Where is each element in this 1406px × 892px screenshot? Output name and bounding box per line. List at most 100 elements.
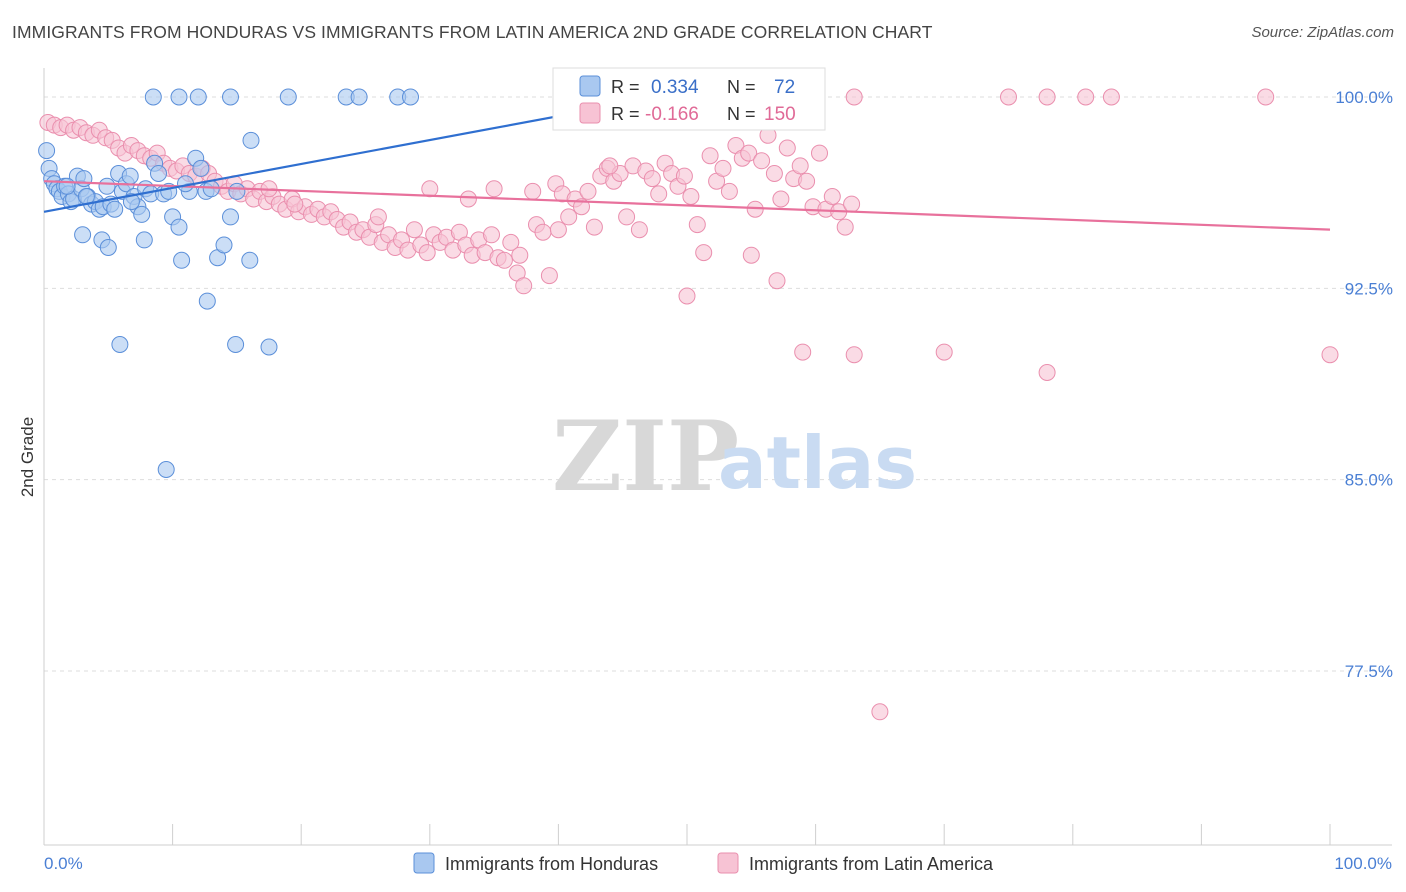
stats-n-label-blue: N = bbox=[727, 77, 756, 97]
latin-america-point-93 bbox=[643, 170, 661, 188]
chart-source: Source: ZipAtlas.com bbox=[1251, 24, 1394, 41]
latin-america-point-98 bbox=[675, 167, 693, 185]
latin-america-point-99 bbox=[682, 188, 700, 205]
honduras-point-28 bbox=[133, 205, 151, 223]
honduras-point-62 bbox=[279, 88, 297, 106]
latin-america-point-57 bbox=[405, 221, 423, 239]
honduras-point-64 bbox=[350, 88, 368, 106]
latin-america-point-145 bbox=[845, 88, 863, 106]
honduras-point-45 bbox=[228, 182, 246, 200]
latin-america-point-102 bbox=[701, 147, 719, 165]
latin-america-point-139 bbox=[845, 346, 863, 364]
honduras-point-53 bbox=[198, 292, 216, 310]
honduras-point-39 bbox=[192, 159, 210, 177]
honduras-point-51 bbox=[135, 231, 153, 249]
latin-america-point-124 bbox=[843, 195, 861, 213]
honduras-point-43 bbox=[215, 236, 233, 254]
chart-title: IMMIGRANTS FROM HONDURAS VS IMMIGRANTS F… bbox=[12, 22, 933, 42]
latin-america-point-91 bbox=[630, 221, 648, 239]
latin-america-point-143 bbox=[871, 703, 889, 721]
latin-america-point-127 bbox=[421, 180, 439, 198]
latin-america-point-133 bbox=[549, 221, 567, 239]
y-tick-label-1: 92.5% bbox=[1345, 279, 1393, 298]
watermark-zip: ZIP bbox=[552, 400, 739, 513]
latin-america-point-123 bbox=[836, 218, 854, 236]
latin-america-point-101 bbox=[695, 244, 713, 262]
latin-america-point-130 bbox=[369, 208, 387, 226]
latin-america-point-72 bbox=[502, 233, 520, 251]
stats-r-value-blue: 0.334 bbox=[651, 77, 699, 98]
latin-america-point-126 bbox=[286, 195, 304, 213]
honduras-point-44 bbox=[222, 208, 239, 226]
y-tick-label-2: 85.0% bbox=[1345, 471, 1393, 490]
latin-america-point-84 bbox=[585, 218, 603, 236]
honduras-point-32 bbox=[150, 165, 167, 182]
latin-america-point-129 bbox=[524, 182, 542, 200]
latin-america-point-136 bbox=[742, 246, 760, 264]
stats-n-label-pink: N = bbox=[727, 104, 756, 124]
latin-america-point-147 bbox=[1038, 88, 1056, 106]
latin-america-point-112 bbox=[765, 165, 783, 182]
honduras-point-56 bbox=[111, 336, 129, 353]
latin-america-point-104 bbox=[714, 159, 732, 177]
honduras-point-68 bbox=[58, 177, 76, 195]
latin-america-point-89 bbox=[618, 208, 636, 226]
y-tick-labels: 100.0% 92.5% 85.0% 77.5% bbox=[1335, 88, 1393, 681]
honduras-point-60 bbox=[189, 88, 207, 106]
honduras-point-70 bbox=[122, 193, 140, 211]
watermark-atlas: atlas bbox=[718, 421, 917, 505]
latin-america-point-105 bbox=[720, 182, 738, 200]
legend-swatch-latin-america bbox=[717, 852, 739, 874]
latin-america-point-59 bbox=[418, 244, 436, 262]
honduras-point-19 bbox=[98, 177, 116, 195]
latin-america-point-134 bbox=[601, 157, 619, 175]
latin-america-point-76 bbox=[534, 223, 552, 241]
latin-america-point-119 bbox=[811, 144, 828, 162]
honduras-point-36 bbox=[170, 218, 188, 236]
honduras-point-47 bbox=[241, 251, 259, 269]
honduras-point-66 bbox=[402, 88, 419, 106]
honduras-point-0 bbox=[38, 142, 56, 160]
latin-america-point-100 bbox=[688, 216, 706, 234]
honduras-point-48 bbox=[74, 226, 92, 244]
honduras-point-52 bbox=[173, 251, 191, 269]
latin-america-point-83 bbox=[579, 182, 597, 200]
latin-america-point-69 bbox=[483, 226, 500, 244]
latin-america-point-141 bbox=[1038, 364, 1056, 381]
latin-america-point-108 bbox=[740, 144, 758, 162]
latin-america-point-142 bbox=[1321, 346, 1339, 364]
series-legend: Immigrants from Honduras Immigrants from… bbox=[413, 852, 994, 874]
latin-america-point-80 bbox=[560, 208, 578, 226]
legend-label-latin-america: Immigrants from Latin America bbox=[749, 854, 994, 874]
latin-america-point-113 bbox=[772, 190, 790, 208]
honduras-point-59 bbox=[170, 88, 188, 106]
y-axis-label: 2nd Grade bbox=[18, 417, 37, 497]
stats-legend-swatch-blue bbox=[579, 75, 601, 97]
honduras-point-61 bbox=[222, 88, 239, 106]
legend-label-honduras: Immigrants from Honduras bbox=[445, 854, 658, 874]
x-tick-label-max: 100.0% bbox=[1334, 854, 1392, 873]
latin-america-point-138 bbox=[794, 343, 812, 361]
honduras-point-57 bbox=[157, 461, 175, 478]
y-tick-label-3: 77.5% bbox=[1345, 662, 1393, 681]
latin-america-point-77 bbox=[540, 267, 558, 285]
stats-n-value-blue: 72 bbox=[774, 77, 795, 98]
stats-legend: R = 0.334 N = 72 R = -0.166 N = 150 bbox=[552, 67, 826, 131]
latin-america-point-71 bbox=[495, 251, 513, 269]
y-tick-label-0: 100.0% bbox=[1335, 88, 1393, 107]
latin-america-point-110 bbox=[753, 152, 771, 170]
honduras-point-13 bbox=[75, 170, 93, 188]
stats-legend-swatch-pink bbox=[579, 102, 601, 124]
latin-america-point-150 bbox=[1257, 88, 1275, 106]
latin-america-point-121 bbox=[823, 188, 841, 205]
stats-r-value-pink: -0.166 bbox=[645, 104, 699, 125]
honduras-point-55 bbox=[260, 338, 278, 356]
legend-swatch-honduras bbox=[413, 852, 435, 874]
latin-america-point-131 bbox=[459, 190, 477, 208]
stats-n-value-pink: 150 bbox=[764, 104, 796, 125]
honduras-point-54 bbox=[227, 336, 245, 353]
honduras-point-21 bbox=[106, 200, 124, 218]
latin-america-point-82 bbox=[573, 198, 590, 216]
latin-america-point-135 bbox=[678, 287, 696, 305]
